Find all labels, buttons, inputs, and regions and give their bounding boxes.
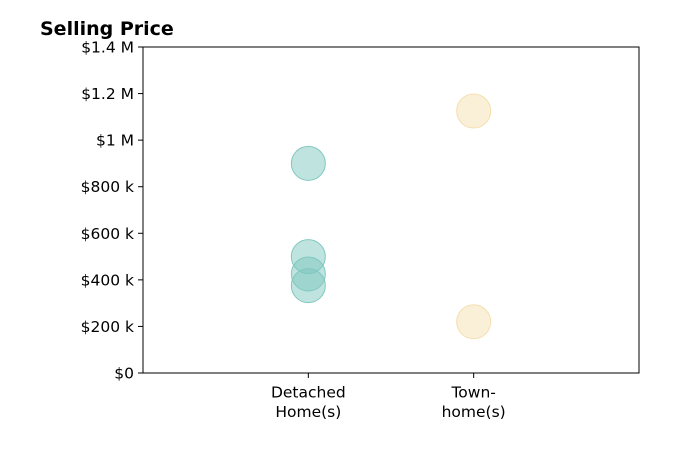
- plot-frame: [142, 46, 640, 374]
- data-point: [456, 304, 492, 340]
- y-tick-label: $1.4 M: [81, 39, 134, 57]
- y-tick-label: $200 k: [81, 318, 134, 336]
- x-tick-label: Detached Home(s): [271, 384, 346, 422]
- x-tick-label: Town-home(s): [442, 384, 506, 422]
- data-point: [290, 145, 326, 181]
- plot-area: [290, 93, 492, 340]
- chart-title: Selling Price: [40, 18, 174, 40]
- y-tick-label: $1.2 M: [81, 85, 134, 103]
- data-point: [456, 93, 492, 129]
- y-axis: $0 $200 k $400 k $600 k $800 k $1 M $1.2 M $1.4…: [81, 39, 143, 383]
- y-tick-label: $0: [114, 365, 134, 383]
- y-tick-label: $800 k: [81, 178, 134, 196]
- y-tick-label: $600 k: [81, 225, 134, 243]
- data-point: [290, 268, 326, 304]
- x-axis: Detached Home(s) Town-home(s): [271, 373, 506, 421]
- y-tick-label: $400 k: [81, 271, 134, 289]
- y-tick-label: $1 M: [96, 132, 134, 150]
